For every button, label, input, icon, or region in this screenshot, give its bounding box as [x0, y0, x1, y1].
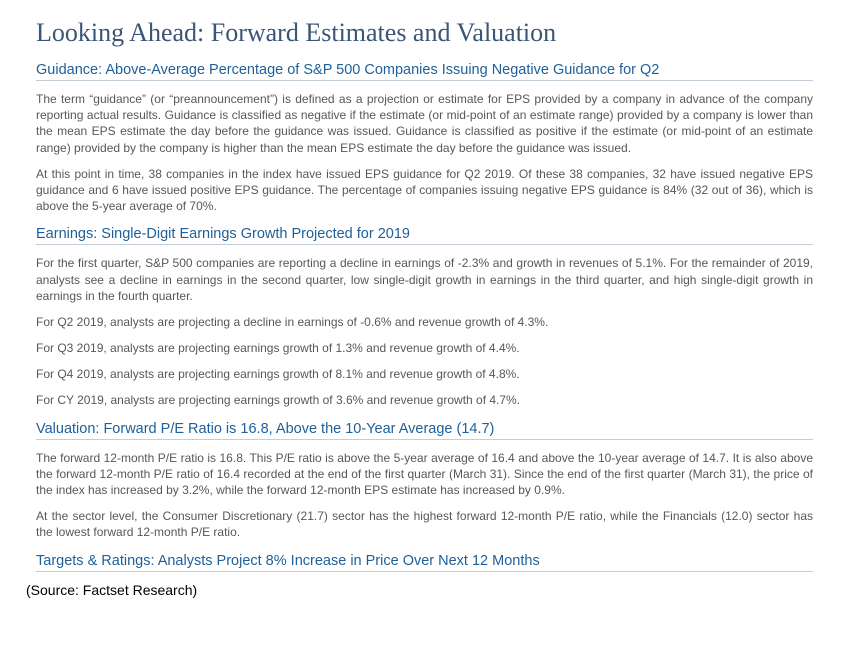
body-paragraph: At the sector level, the Consumer Discre…	[36, 508, 813, 540]
body-paragraph: For CY 2019, analysts are projecting ear…	[36, 392, 813, 408]
section-heading-targets: Targets & Ratings: Analysts Project 8% I…	[36, 553, 813, 572]
body-paragraph: At this point in time, 38 companies in t…	[36, 166, 813, 215]
body-paragraph: For the first quarter, S&P 500 companies…	[36, 255, 813, 304]
body-paragraph: For Q2 2019, analysts are projecting a d…	[36, 314, 813, 330]
page-title: Looking Ahead: Forward Estimates and Val…	[36, 18, 813, 48]
section-heading-valuation: Valuation: Forward P/E Ratio is 16.8, Ab…	[36, 421, 813, 440]
section-heading-guidance: Guidance: Above-Average Percentage of S&…	[36, 62, 813, 81]
body-paragraph: The forward 12-month P/E ratio is 16.8. …	[36, 450, 813, 499]
body-paragraph: For Q3 2019, analysts are projecting ear…	[36, 340, 813, 356]
source-attribution: (Source: Factset Research)	[26, 582, 813, 598]
body-paragraph: For Q4 2019, analysts are projecting ear…	[36, 366, 813, 382]
section-heading-earnings: Earnings: Single-Digit Earnings Growth P…	[36, 226, 813, 245]
body-paragraph: The term “guidance” (or “preannouncement…	[36, 91, 813, 156]
